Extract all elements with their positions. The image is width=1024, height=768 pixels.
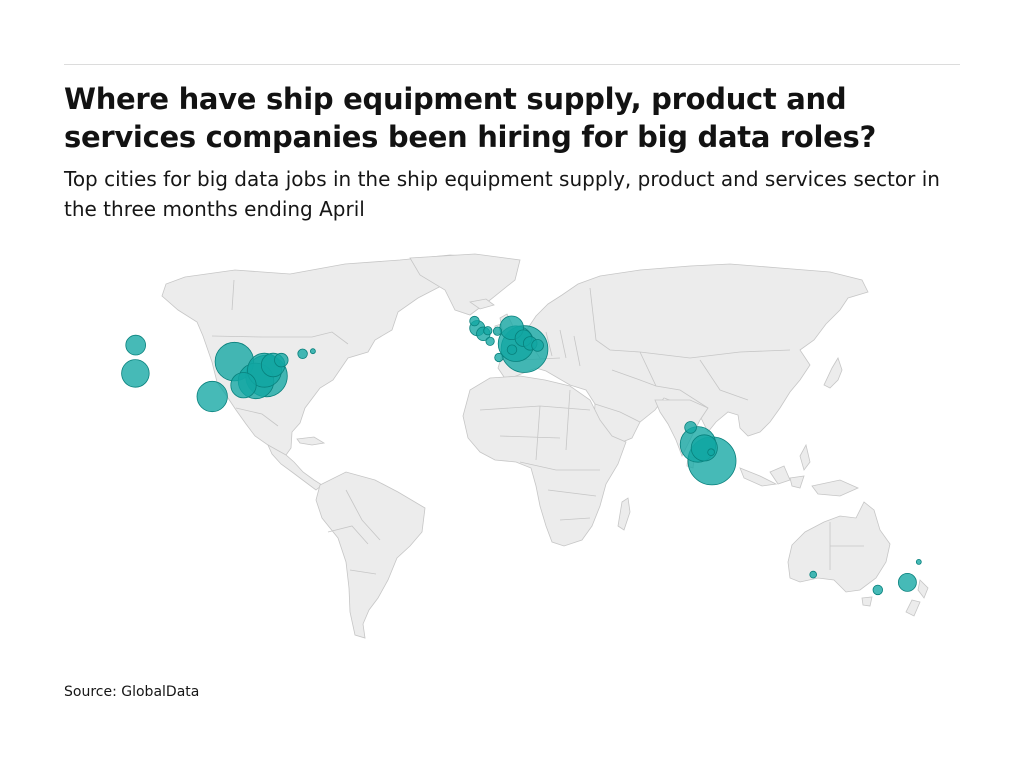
city-bubble — [274, 352, 289, 368]
land-layer — [161, 253, 929, 639]
bubble-layer — [121, 315, 922, 596]
city-bubble — [469, 315, 480, 327]
city-bubble — [492, 326, 503, 336]
city-bubble — [297, 348, 308, 360]
world-map — [0, 240, 1024, 650]
city-bubble — [121, 359, 150, 388]
city-bubble — [915, 558, 922, 565]
city-bubble — [196, 380, 228, 413]
border-usa-mexico — [235, 407, 279, 427]
city-bubble — [898, 572, 917, 592]
borders-south-america — [327, 489, 381, 575]
land-australia — [787, 501, 891, 593]
city-bubble — [309, 348, 316, 355]
city-bubble — [531, 339, 544, 352]
city-bubble — [125, 334, 146, 356]
border-usa-canada — [211, 331, 349, 345]
city-bubble — [872, 584, 884, 596]
land-africa — [462, 375, 627, 547]
city-bubble — [707, 448, 715, 457]
land-madagascar — [617, 497, 631, 531]
land-iceland — [468, 298, 495, 310]
world-map-svg — [121, 253, 929, 639]
land-indonesia — [739, 443, 859, 497]
borders-australia — [829, 522, 864, 570]
top-divider — [64, 64, 960, 65]
chart-title: Where have ship equipment supply, produc… — [64, 82, 876, 154]
land-tasmania — [861, 596, 873, 607]
city-bubble — [483, 326, 493, 336]
land-south-america — [315, 471, 426, 639]
borders-africa — [479, 389, 600, 521]
city-bubble — [230, 372, 257, 399]
city-bubble — [494, 352, 504, 363]
city-bubble — [684, 421, 697, 434]
land-caribbean — [296, 436, 326, 446]
city-bubble — [809, 570, 817, 579]
land-japan — [823, 357, 843, 389]
city-bubble — [690, 434, 718, 462]
land-new-zealand — [905, 579, 929, 617]
border-alaska — [231, 279, 235, 311]
city-bubble — [485, 336, 495, 346]
land-central-america — [267, 444, 323, 491]
source-note: Source: GlobalData — [64, 684, 200, 700]
borders-asia — [611, 351, 749, 409]
chart-subtitle: Top cities for big data jobs in the ship… — [64, 167, 940, 221]
city-bubble — [506, 344, 518, 355]
